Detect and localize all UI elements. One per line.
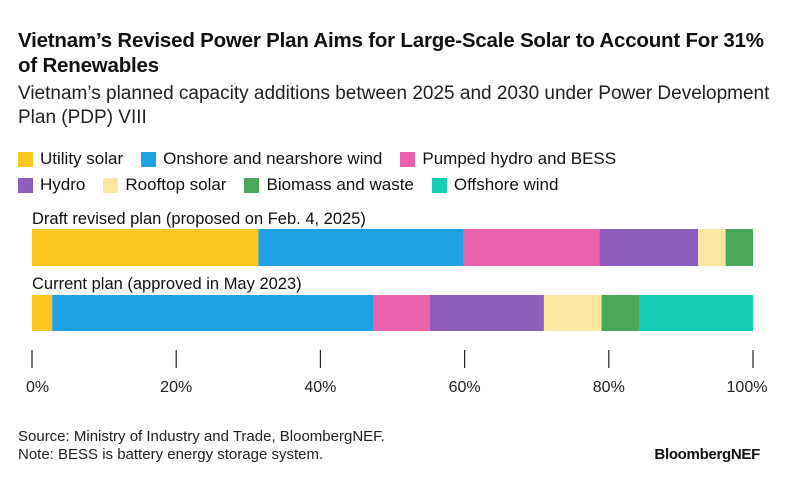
tick-label: 80% (593, 379, 625, 396)
bar-segment (698, 229, 726, 266)
bar-segment (52, 295, 374, 331)
legend: Utility solar Onshore and nearshore wind P… (18, 146, 788, 198)
bar-segment (599, 229, 699, 266)
legend-label: Onshore and nearshore wind (163, 149, 383, 168)
legend-swatch (244, 177, 260, 193)
bar-segment (639, 295, 753, 331)
legend-swatch (18, 177, 33, 193)
legend-swatch (141, 151, 157, 167)
bar-segment (32, 295, 53, 331)
tick-label: 100% (727, 379, 768, 396)
chart-title: Vietnam’s Revised Power Plan Aims for La… (18, 29, 764, 77)
legend-label: Rooftop solar (125, 175, 227, 194)
bar-segment (725, 229, 753, 266)
legend-item: Biomass and waste (244, 172, 414, 198)
bar-segment (543, 295, 602, 331)
legend-label: Offshore wind (453, 175, 559, 194)
source-note: Source: Ministry of Industry and Trade, … (18, 428, 385, 445)
legend-label: Hydro (40, 175, 86, 194)
legend-label: Utility solar (40, 149, 124, 168)
tick-label: 60% (449, 379, 481, 396)
bar-segment (32, 229, 259, 266)
bar-segment (258, 229, 464, 266)
bess-note: Note: BESS is battery energy storage sys… (18, 446, 324, 463)
legend-swatch (103, 177, 119, 193)
tick-label: 20% (160, 379, 192, 396)
legend-row: Utility solar Onshore and nearshore wind P… (18, 146, 788, 172)
legend-swatch (400, 151, 416, 167)
footer: Source: Ministry of Industry and Trade, … (18, 428, 385, 464)
legend-item: Offshore wind (431, 172, 559, 198)
tick-label: 40% (304, 379, 336, 396)
legend-swatch (431, 177, 447, 193)
stacked-bar-chart: Draft revised plan (proposed on Feb. 4, … (26, 210, 768, 396)
legend-row: Hydro Rooftop solar Biomass and waste Offsh… (18, 172, 788, 198)
legend-item: Utility solar (18, 146, 123, 172)
legend-item: Rooftop solar (103, 172, 226, 198)
legend-swatch (18, 151, 33, 167)
tick-label: 0% (26, 379, 49, 396)
bar-segment (429, 295, 544, 331)
legend-item: Hydro (18, 172, 85, 198)
legend-item: Pumped hydro and BESS (400, 146, 616, 172)
bar-segment (373, 295, 430, 331)
bar-segment (463, 229, 600, 266)
chart-subtitle: Vietnam’s planned capacity additions bet… (18, 83, 770, 128)
legend-label: Biomass and waste (266, 175, 414, 194)
bar-segment (601, 295, 640, 331)
legend-item: Onshore and nearshore wind (141, 146, 382, 172)
brand-logo: BloombergNEF (654, 446, 760, 463)
legend-label: Pumped hydro and BESS (422, 149, 617, 168)
category-label: Draft revised plan (proposed on Feb. 4, … (32, 210, 366, 228)
category-label: Current plan (approved in May 2023) (32, 275, 302, 293)
